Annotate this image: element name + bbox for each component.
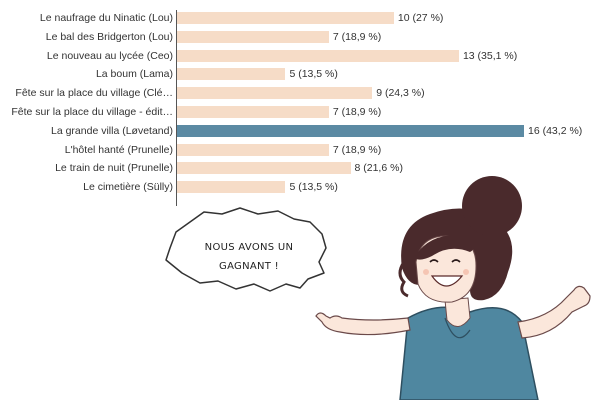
bar-value-label: 7 (18,9 %) — [332, 106, 382, 118]
bar-value-label: 5 (13,5 %) — [289, 68, 338, 81]
speech-bubble: NOUS AVONS UN GAGNANT ! — [165, 207, 327, 292]
y-axis-line — [176, 10, 177, 206]
bar-value-label: 9 (24,3 %) — [376, 87, 425, 100]
bar — [177, 106, 329, 118]
speech-bubble-shape — [165, 207, 327, 292]
bar — [177, 124, 524, 137]
speech-bubble-line-2: GAGNANT ! — [219, 261, 279, 272]
bar-value-label: 7 (18,9 %) — [332, 30, 382, 43]
bar-value-label: 7 (18,9 %) — [332, 143, 382, 156]
bar — [177, 68, 286, 81]
bar — [177, 30, 329, 43]
bar — [177, 12, 394, 24]
left-arm — [315, 312, 411, 336]
mouth — [430, 275, 464, 287]
cartoon-woman-icon — [315, 176, 591, 400]
bar — [177, 49, 459, 62]
bar — [177, 87, 373, 100]
bar-value-label: 10 (27 %) — [397, 12, 444, 24]
bar-value-label: 8 (21,6 %) — [354, 162, 403, 175]
speech-bubble-line-1: NOUS AVONS UN — [205, 242, 294, 253]
dress — [399, 306, 539, 400]
hair-bun — [462, 176, 522, 236]
bar-value-label: 13 (35,1 %) — [462, 49, 518, 62]
bar — [177, 181, 286, 194]
bar-value-label: 5 (13,5 %) — [289, 181, 338, 194]
bar — [177, 162, 351, 175]
right-arm — [517, 285, 591, 339]
bar-value-label: 16 (43,2 %) — [528, 124, 583, 137]
bar — [177, 143, 329, 156]
